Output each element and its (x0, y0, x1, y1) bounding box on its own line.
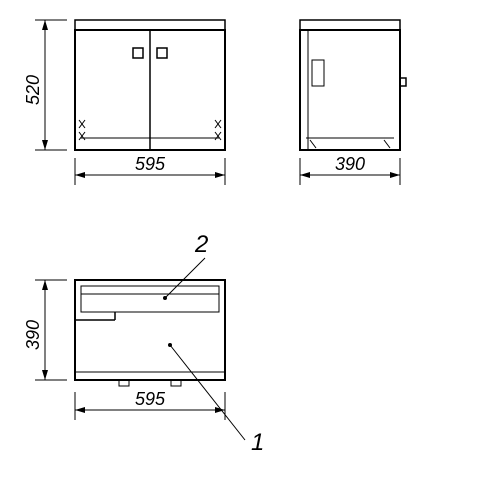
front-view: 520 595 (23, 20, 225, 185)
dim-front-height: 520 (23, 75, 43, 105)
dim-top-width: 595 (135, 389, 166, 409)
technical-drawing: 520 595 390 (0, 0, 500, 500)
dim-top-depth: 390 (23, 320, 43, 350)
callout-2: 2 (194, 231, 208, 258)
dim-side-depth: 390 (335, 154, 365, 174)
top-view: 2 1 390 595 (23, 231, 264, 456)
side-view: 390 (300, 20, 406, 185)
callout-1: 1 (251, 429, 264, 456)
dim-front-width: 595 (135, 154, 166, 174)
